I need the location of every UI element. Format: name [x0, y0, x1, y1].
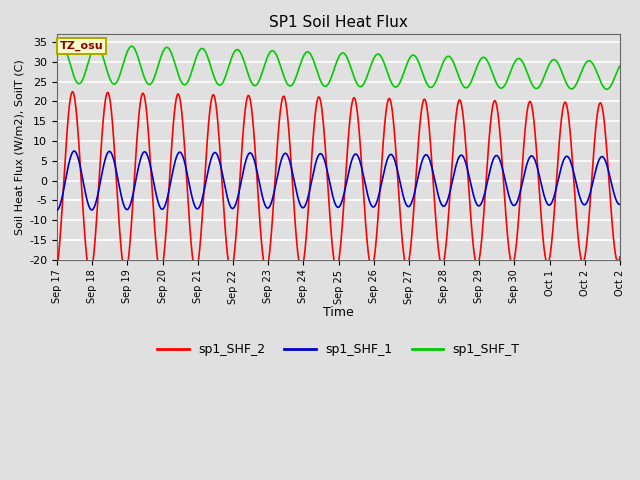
sp1_SHF_1 [226, 203, 234, 208]
sp1_SHF_T [616, 63, 624, 69]
sp1_SHF_T [603, 86, 611, 92]
sp1_SHF_T [53, 47, 61, 52]
sp1_SHF_2 [86, 270, 94, 276]
sp1_SHF_T [73, 79, 81, 85]
sp1_SHF_T [544, 64, 552, 70]
sp1_SHF_2 [476, 252, 484, 258]
Legend: sp1_SHF_2, sp1_SHF_1, sp1_SHF_T: sp1_SHF_2, sp1_SHF_1, sp1_SHF_T [152, 338, 525, 361]
sp1_SHF_2 [306, 185, 314, 191]
sp1_SHF_T [226, 60, 234, 66]
sp1_SHF_1 [70, 148, 78, 154]
Line: sp1_SHF_T: sp1_SHF_T [57, 44, 620, 89]
X-axis label: Time: Time [323, 306, 354, 319]
sp1_SHF_T [58, 41, 65, 47]
Line: sp1_SHF_2: sp1_SHF_2 [57, 92, 620, 273]
sp1_SHF_T [306, 50, 314, 56]
sp1_SHF_2 [226, 266, 234, 272]
sp1_SHF_1 [73, 151, 81, 157]
sp1_SHF_1 [544, 202, 552, 207]
sp1_SHF_1 [306, 188, 314, 193]
sp1_SHF_T [199, 46, 207, 51]
sp1_SHF_2 [616, 254, 624, 260]
sp1_SHF_1 [476, 203, 484, 208]
sp1_SHF_1 [199, 193, 207, 199]
Text: TZ_osu: TZ_osu [60, 41, 104, 51]
sp1_SHF_2 [199, 202, 207, 208]
sp1_SHF_2 [68, 89, 76, 95]
sp1_SHF_1 [53, 207, 61, 213]
sp1_SHF_T [476, 58, 484, 63]
Title: SP1 Soil Heat Flux: SP1 Soil Heat Flux [269, 15, 408, 30]
sp1_SHF_2 [53, 264, 61, 270]
Line: sp1_SHF_1: sp1_SHF_1 [57, 151, 620, 210]
Y-axis label: Soil Heat Flux (W/m2), SoilT (C): Soil Heat Flux (W/m2), SoilT (C) [15, 59, 25, 235]
sp1_SHF_1 [616, 202, 624, 207]
sp1_SHF_2 [73, 114, 81, 120]
sp1_SHF_2 [544, 260, 552, 266]
